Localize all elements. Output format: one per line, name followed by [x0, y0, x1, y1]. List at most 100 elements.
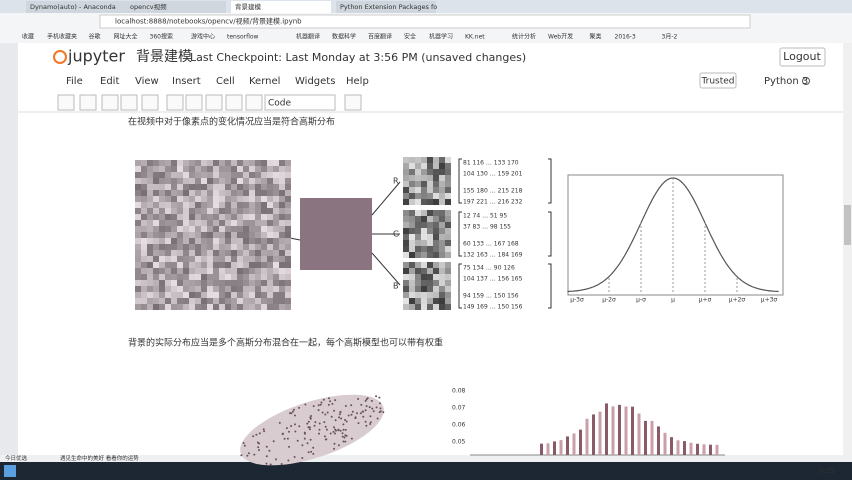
channel-pixel: [421, 163, 427, 169]
toolbar-button[interactable]: [344, 94, 362, 111]
image-pixel: [189, 250, 195, 256]
image-pixel: [195, 274, 201, 280]
menu-item[interactable]: Insert: [172, 76, 201, 87]
image-pixel: [135, 280, 141, 286]
matrix-row: 60 133 … 167 168: [463, 241, 519, 248]
menu-item[interactable]: Widgets: [295, 76, 335, 87]
image-pixel: [189, 190, 195, 196]
bookmark[interactable]: 百度翻译: [368, 33, 392, 41]
scrollbar[interactable]: [843, 43, 852, 455]
bookmark[interactable]: 机器翻译: [296, 33, 320, 41]
bookmark[interactable]: 网址大全: [114, 33, 138, 41]
scatter-dot: [293, 456, 296, 458]
image-pixel: [219, 184, 225, 190]
scatter-dot: [253, 453, 256, 456]
hist-bar: [631, 406, 634, 455]
image-pixel: [159, 292, 165, 298]
image-pixel: [147, 244, 153, 250]
image-pixel: [165, 172, 171, 178]
image-pixel: [231, 244, 237, 250]
image-pixel: [141, 232, 147, 238]
notebook-title[interactable]: 背景建模: [136, 49, 192, 65]
bookmark[interactable]: 2016-3: [615, 34, 636, 41]
channel-pixel: [433, 222, 439, 228]
image-pixel: [153, 274, 159, 280]
image-pixel: [147, 304, 153, 310]
image-pixel: [255, 262, 261, 268]
bookmark[interactable]: 聚类: [590, 33, 602, 41]
bookmark[interactable]: 统计分析: [512, 33, 536, 41]
channel-pixel: [403, 268, 409, 274]
image-pixel: [231, 190, 237, 196]
image-pixel: [261, 184, 267, 190]
image-pixel: [231, 178, 237, 184]
image-pixel: [225, 178, 231, 184]
scatter-dot: [307, 451, 310, 454]
image-pixel: [177, 166, 183, 172]
scatter-dot: [319, 403, 322, 406]
logout[interactable]: Logout: [783, 50, 821, 63]
bookmark[interactable]: tensorflow: [227, 34, 259, 41]
trusted-button[interactable]: [699, 72, 737, 89]
scatter-dot: [303, 431, 306, 434]
toolbar-button[interactable]: [225, 94, 243, 111]
image-pixel: [213, 172, 219, 178]
image-pixel: [225, 274, 231, 280]
image-pixel: [147, 196, 153, 202]
image-pixel: [249, 250, 255, 256]
bookmark[interactable]: 收藏: [22, 33, 34, 41]
bookmark[interactable]: 3月-2: [662, 34, 678, 41]
tab[interactable]: [231, 1, 331, 13]
menu-item[interactable]: Edit: [100, 76, 119, 87]
tab[interactable]: [336, 1, 436, 13]
cell-type-select[interactable]: [264, 94, 336, 111]
bookmark[interactable]: 360搜索: [150, 33, 173, 41]
toolbar-button[interactable]: [101, 94, 119, 111]
menu-item[interactable]: Cell: [216, 76, 235, 87]
hist-bar: [605, 403, 608, 455]
bookmark[interactable]: KK.net: [465, 34, 485, 41]
trusted[interactable]: Trusted: [700, 77, 734, 87]
channel-pixel: [427, 181, 433, 187]
bookmark[interactable]: 谷歌: [89, 33, 101, 41]
channel-pixel: [433, 286, 439, 292]
bookmark[interactable]: 游戏中心: [191, 33, 215, 41]
bookmark[interactable]: 手机收藏夹: [47, 33, 77, 41]
channel-pixel: [445, 304, 451, 310]
menu-item[interactable]: Kernel: [249, 76, 280, 87]
toolbar-button[interactable]: [79, 94, 97, 111]
tab[interactable]: [126, 1, 226, 13]
image-pixel: [177, 298, 183, 304]
status-left: 今日优选: [5, 454, 28, 462]
menu-item[interactable]: Help: [346, 76, 369, 87]
bookmark[interactable]: Web开发: [548, 33, 573, 41]
toolbar-button[interactable]: [57, 94, 75, 111]
toolbar-button[interactable]: [205, 94, 223, 111]
bookmark[interactable]: 安全: [404, 33, 416, 41]
channel-pixel: [421, 262, 427, 268]
image-pixel: [177, 208, 183, 214]
toolbar-button[interactable]: [166, 94, 184, 111]
scatter-dot: [350, 404, 353, 407]
image-pixel: [273, 274, 279, 280]
image-pixel: [237, 256, 243, 262]
image-pixel: [171, 232, 177, 238]
toolbar-button[interactable]: [141, 94, 159, 111]
scroll-thumb[interactable]: [844, 205, 851, 245]
menu-item[interactable]: View: [135, 76, 159, 87]
bookmark[interactable]: 机器学习: [429, 33, 453, 41]
channel-pixel: [415, 298, 421, 304]
image-pixel: [279, 238, 285, 244]
start-button[interactable]: [4, 465, 16, 477]
bookmark[interactable]: 数据科学: [332, 33, 356, 41]
toolbar-button[interactable]: [245, 94, 263, 111]
tab[interactable]: [26, 1, 126, 13]
image-pixel: [153, 256, 159, 262]
toolbar-button[interactable]: [120, 94, 138, 111]
image-pixel: [273, 226, 279, 232]
url-box[interactable]: [99, 14, 751, 29]
scatter-dot: [362, 415, 365, 418]
logout-button[interactable]: [779, 47, 826, 67]
menu-item[interactable]: File: [66, 76, 83, 87]
toolbar-button[interactable]: [185, 94, 203, 111]
